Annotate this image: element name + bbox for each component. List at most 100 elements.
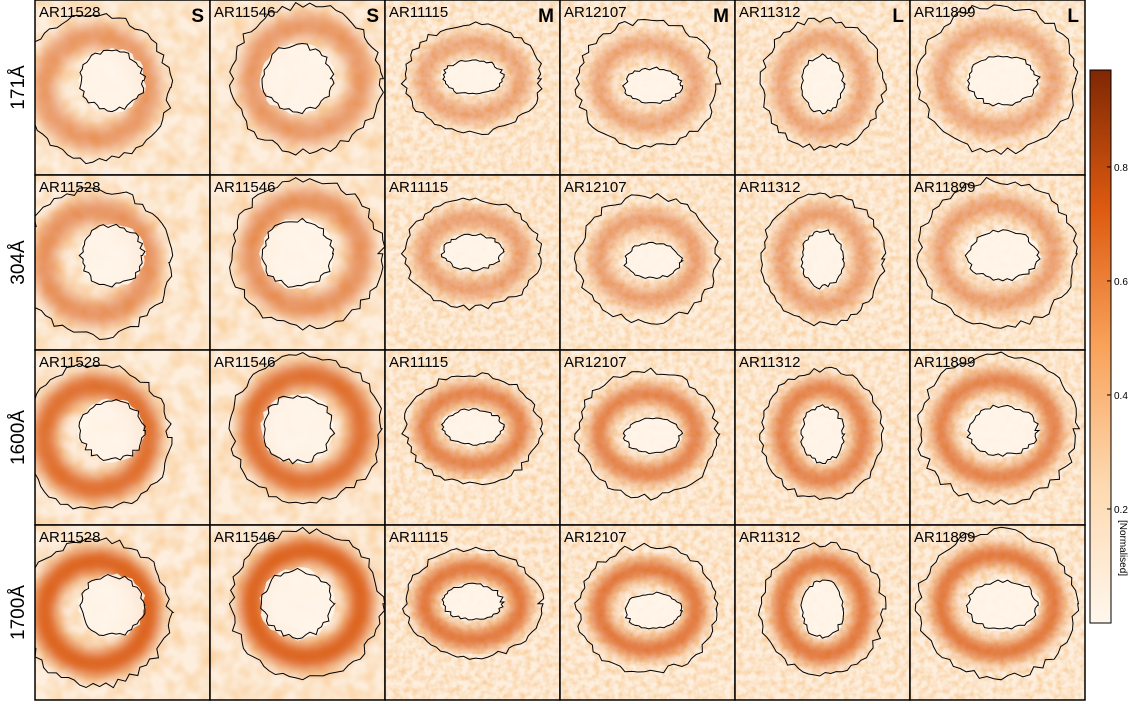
penumbra-emission <box>239 13 374 145</box>
penumbra-contour <box>916 176 1079 329</box>
panel-r4-c3: AR11115 <box>384 524 561 701</box>
penumbra-contour <box>401 372 544 486</box>
active-region-label: AR11546 <box>214 179 275 196</box>
active-region-label: AR11546 <box>214 529 275 546</box>
penumbra-contour <box>229 177 385 331</box>
size-class-label: S <box>366 6 379 27</box>
colorbar-tick-label: 0.8 <box>1114 163 1128 174</box>
penumbra-emission <box>415 559 530 648</box>
panel-r4-c4: AR12107 <box>559 524 736 701</box>
active-region-label: AR11115 <box>389 4 448 21</box>
umbra-contour <box>442 59 505 95</box>
penumbra-emission <box>35 373 161 502</box>
active-region-label: AR11115 <box>389 179 448 196</box>
penumbra-emission <box>239 363 374 495</box>
umbra-area <box>77 398 146 463</box>
panel-r1-c5: AR11312 L <box>734 0 911 176</box>
penumbra-emission <box>932 21 1063 136</box>
panel-r4-c2: AR11546 <box>209 524 386 701</box>
row-labels: 171Å 304Å 1600Å 1700Å <box>8 65 29 640</box>
penumbra-contour <box>35 13 174 165</box>
umbra-contour <box>964 229 1041 282</box>
panel-grid: AR11528 S AR11546 S AR11115 M AR12107 M AR11312 L… <box>34 0 1086 701</box>
umbra-area <box>79 224 146 288</box>
umbra-contour <box>623 241 685 280</box>
penumbra-emission <box>415 34 530 123</box>
penumbra-contour <box>914 526 1080 681</box>
umbra-area <box>623 591 684 630</box>
umbra-contour <box>966 55 1041 107</box>
row-label-wavelength: 171Å <box>8 65 29 110</box>
penumbra-emission <box>773 554 872 664</box>
umbra-contour <box>441 408 505 446</box>
umbra-area <box>259 218 335 290</box>
active-region-label: AR11546 <box>214 4 275 21</box>
penumbra-contour <box>400 21 543 136</box>
umbra-contour <box>260 567 336 640</box>
penumbra-contour <box>574 18 722 150</box>
active-region-label: AR12107 <box>564 4 627 21</box>
size-class-label: M <box>713 6 729 27</box>
umbra-area <box>77 47 146 113</box>
panel-r3-c4: AR12107 <box>559 349 736 526</box>
umbra-area <box>259 42 336 115</box>
umbra-area <box>800 228 846 290</box>
penumbra-emission <box>35 23 161 152</box>
umbra-contour <box>261 42 335 115</box>
panel-r2-c5: AR11312 <box>734 174 911 351</box>
penumbra-contour <box>760 192 887 327</box>
active-region-label: AR11115 <box>389 354 448 371</box>
active-region-label: AR12107 <box>564 529 627 546</box>
umbra-contour <box>965 579 1039 630</box>
umbra-area <box>799 405 846 465</box>
penumbra-emission <box>590 385 705 483</box>
panel-r4-c1: AR11528 <box>34 524 211 701</box>
penumbra-contour <box>35 362 173 510</box>
umbra-area <box>260 393 335 465</box>
umbra-area <box>966 578 1041 633</box>
penumbra-emission <box>415 384 530 473</box>
panel-r3-c1: AR11528 <box>34 349 211 526</box>
umbra-contour <box>78 223 146 288</box>
penumbra-emission <box>932 546 1063 661</box>
panel-r4-c5: AR11312 <box>734 524 911 701</box>
penumbra-emission <box>239 538 374 670</box>
umbra-contour <box>261 217 335 288</box>
penumbra-contour <box>915 4 1079 155</box>
panel-r2-c2: AR11546 <box>209 174 386 351</box>
umbra-contour <box>800 579 845 639</box>
penumbra-emission <box>773 29 872 139</box>
size-class-label: L <box>1067 6 1079 27</box>
active-region-label: AR11899 <box>914 179 975 196</box>
penumbra-contour <box>759 17 887 151</box>
penumbra-contour <box>573 192 722 325</box>
row-label-wavelength: 1700Å <box>8 585 29 640</box>
umbra-contour <box>966 404 1041 457</box>
penumbra-contour <box>35 187 174 341</box>
umbra-area <box>621 66 684 105</box>
panel-r2-c4: AR12107 <box>559 174 736 351</box>
umbra-area <box>440 232 505 271</box>
penumbra-emission <box>932 371 1063 486</box>
colorbar-ticks: 0.2 0.4 0.6 0.8 <box>1107 163 1128 516</box>
umbra-contour <box>441 582 506 621</box>
umbra-contour <box>800 229 845 290</box>
penumbra-emission <box>773 379 872 489</box>
active-region-label: AR11115 <box>389 529 448 546</box>
colorbar: 0.2 0.4 0.6 0.8 [Normalised] <box>1089 69 1128 624</box>
panel-r4-c6: AR11899 <box>909 524 1086 701</box>
colorbar-tick-label: 0.4 <box>1114 391 1128 402</box>
penumbra-emission <box>932 196 1063 311</box>
size-class-label: S <box>191 6 204 27</box>
active-region-label: AR11528 <box>39 4 100 21</box>
row-label-wavelength: 304Å <box>8 240 29 285</box>
panel-r1-c3: AR11115 M <box>384 0 561 176</box>
active-region-label: AR11899 <box>914 529 975 546</box>
active-region-label: AR12107 <box>564 179 627 196</box>
active-region-label: AR11528 <box>39 529 100 546</box>
umbra-contour <box>440 233 506 272</box>
panel-r1-c4: AR12107 M <box>559 0 736 176</box>
umbra-contour <box>263 395 336 465</box>
umbra-area <box>441 58 506 96</box>
